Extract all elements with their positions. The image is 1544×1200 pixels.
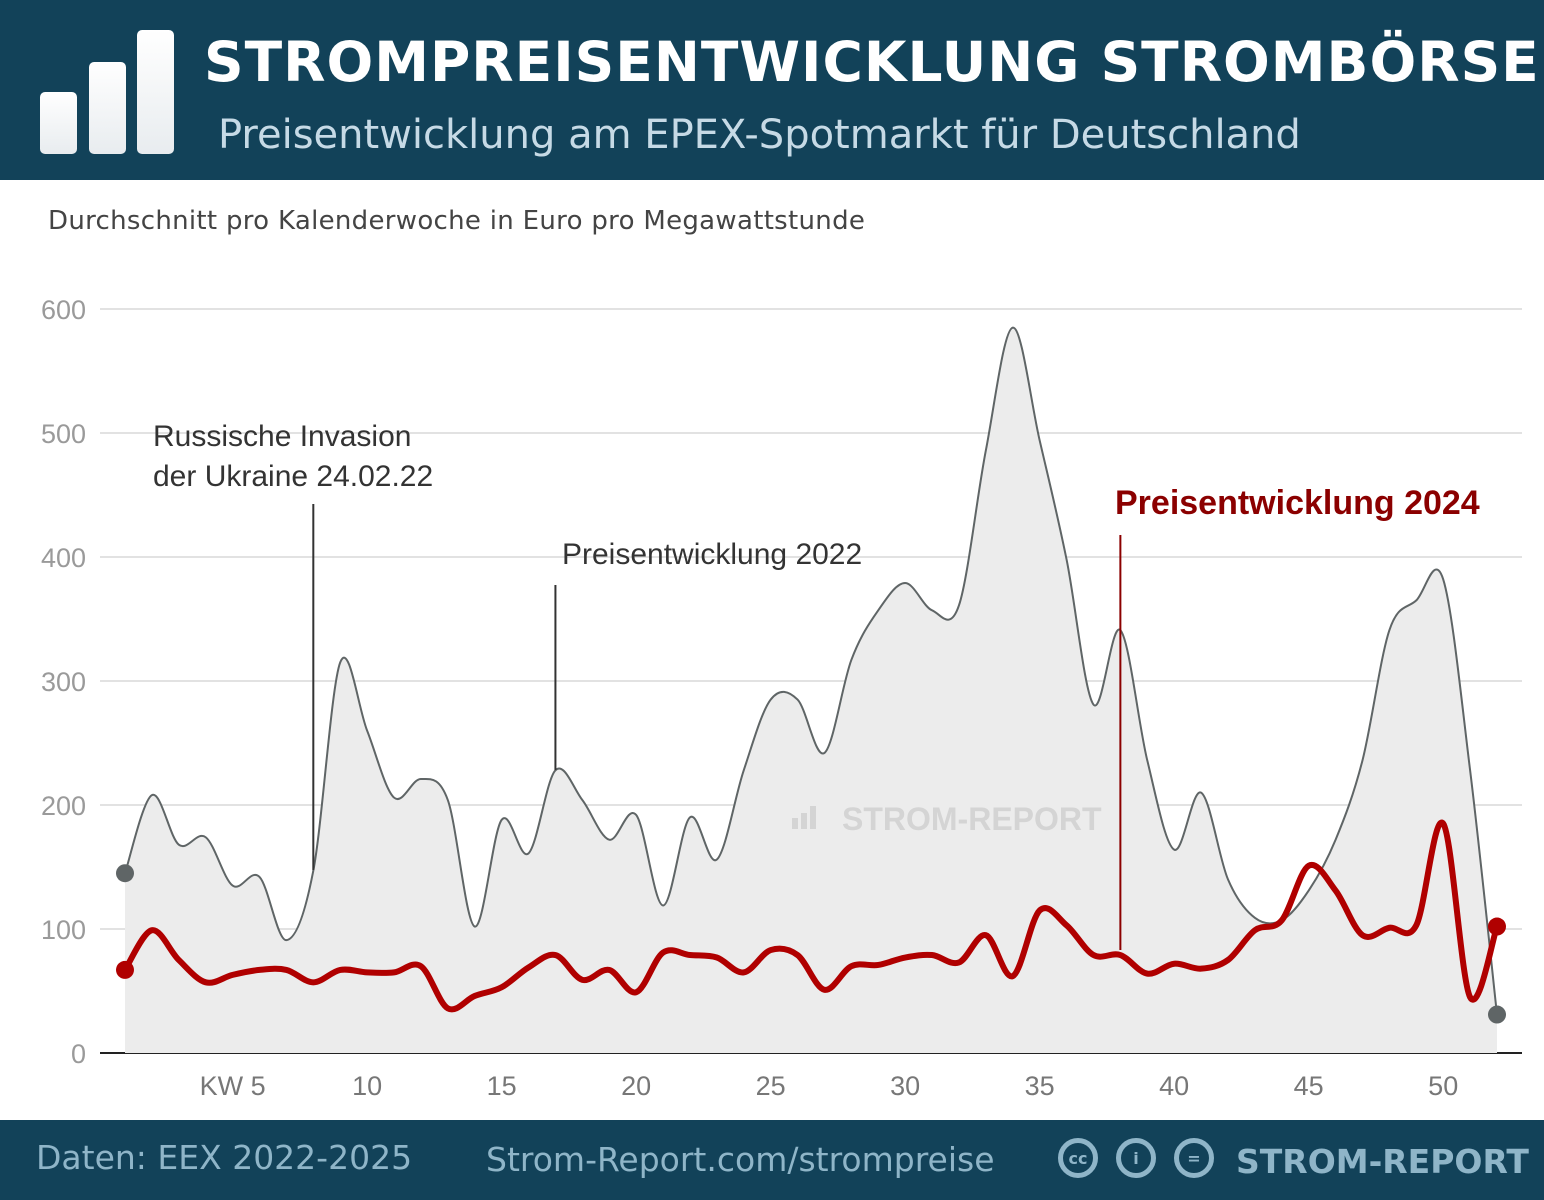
- watermark: STROM-REPORT: [842, 801, 1102, 837]
- header-banner: STROMPREISENTWICKLUNG STROMBÖRSE Preisen…: [0, 0, 1544, 180]
- annotation-label: der Ukraine 24.02.22: [153, 460, 433, 493]
- x-tick-label: KW 5: [200, 1071, 266, 1101]
- y-tick-label: 200: [41, 791, 86, 821]
- series-area-2022: [125, 327, 1497, 1053]
- brand-name: STROM-REPORT: [1236, 1142, 1529, 1181]
- page-title: STROMPREISENTWICKLUNG STROMBÖRSE: [204, 30, 1540, 94]
- y-tick-label: 0: [71, 1039, 86, 1069]
- x-tick-label: 25: [756, 1071, 786, 1101]
- y-tick-label: 600: [41, 295, 86, 325]
- data-source: Daten: EEX 2022-2025: [36, 1138, 413, 1177]
- no-derivatives-icon: =: [1174, 1138, 1214, 1178]
- watermark-group: STROM-REPORT: [792, 801, 1102, 837]
- x-tick-label: 40: [1159, 1071, 1189, 1101]
- annotation-label: Russische Invasion: [153, 420, 411, 453]
- watermark-logo-icon: [792, 806, 816, 829]
- y-tick-label: 500: [41, 419, 86, 449]
- price-chart: STROM-REPORT Russische Invasion der Ukrai…: [41, 295, 1522, 1101]
- data-point: [116, 960, 134, 979]
- y-tick-label: 400: [41, 543, 86, 573]
- y-tick-label: 100: [41, 915, 86, 945]
- cc-license-icon: cc: [1058, 1138, 1098, 1178]
- x-tick-label: 10: [352, 1071, 382, 1101]
- annotation-label: Preisentwicklung 2024: [1115, 484, 1480, 522]
- data-point: [1488, 917, 1506, 936]
- annotation-label: Preisentwicklung 2022: [562, 538, 862, 571]
- data-point: [1488, 1005, 1506, 1024]
- x-tick-label: 20: [621, 1071, 651, 1101]
- series-line-2024: [122, 819, 1500, 1013]
- page-subtitle: Preisentwicklung am EPEX-Spotmarkt für D…: [218, 112, 1301, 158]
- x-tick-label: 30: [890, 1071, 920, 1101]
- bar-chart-logo-icon: [40, 28, 180, 154]
- footer: Daten: EEX 2022-2025 Strom-Report.com/st…: [0, 1120, 1544, 1200]
- website-link[interactable]: Strom-Report.com/strompreise: [486, 1140, 995, 1179]
- y-tick-label: 300: [41, 667, 86, 697]
- x-tick-label: 50: [1428, 1071, 1458, 1101]
- x-tick-label: 35: [1025, 1071, 1055, 1101]
- data-point: [116, 864, 134, 883]
- x-tick-label: 45: [1294, 1071, 1324, 1101]
- x-tick-label: 15: [487, 1071, 517, 1101]
- unit-note: Durchschnitt pro Kalenderwoche in Euro p…: [48, 206, 866, 236]
- attribution-icon: i: [1116, 1138, 1156, 1178]
